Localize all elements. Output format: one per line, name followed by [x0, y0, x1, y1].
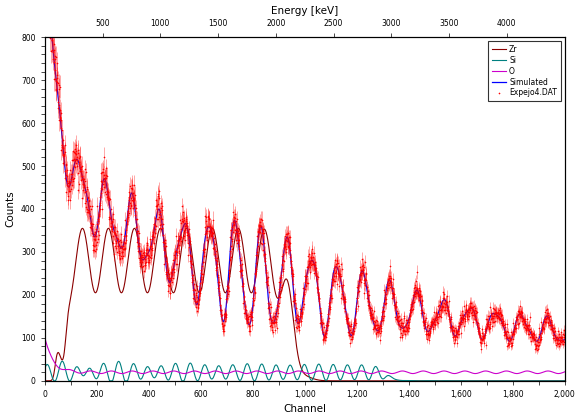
Si — [41, 366, 48, 371]
Simulated — [506, 339, 513, 344]
Simulated — [561, 337, 568, 342]
O — [469, 371, 476, 376]
Line: Simulated: Simulated — [45, 0, 565, 341]
Simulated — [354, 297, 361, 302]
Zr — [41, 378, 48, 383]
Simulated — [234, 234, 241, 239]
Si — [561, 378, 568, 383]
Zr — [131, 226, 138, 231]
Y-axis label: Counts: Counts — [6, 191, 16, 227]
Expejo4.DAT — [469, 319, 476, 324]
Zr — [88, 273, 95, 278]
Simulated — [469, 307, 476, 312]
Zr — [235, 226, 242, 231]
Zr — [53, 354, 60, 360]
Line: Expejo4.DAT: Expejo4.DAT — [44, 0, 566, 352]
Si — [235, 376, 242, 381]
Si — [354, 371, 361, 376]
Zr — [561, 378, 568, 383]
Expejo4.DAT — [235, 228, 242, 234]
O — [561, 369, 568, 374]
Expejo4.DAT — [354, 296, 361, 301]
X-axis label: Channel: Channel — [283, 404, 326, 415]
Expejo4.DAT — [53, 61, 60, 66]
O — [354, 369, 361, 374]
Simulated — [53, 80, 60, 85]
Zr — [69, 282, 76, 287]
Si — [70, 371, 77, 376]
Legend: Zr, Si, O, Simulated, Expejo4.DAT: Zr, Si, O, Simulated, Expejo4.DAT — [489, 41, 561, 101]
Line: Zr: Zr — [45, 228, 565, 381]
Line: Si: Si — [45, 361, 565, 381]
Expejo4.DAT — [561, 337, 568, 342]
Si — [53, 375, 60, 381]
Zr — [354, 378, 361, 383]
Expejo4.DAT — [70, 178, 77, 184]
Line: O: O — [45, 338, 565, 373]
Simulated — [69, 169, 76, 174]
X-axis label: Energy [keV]: Energy [keV] — [271, 5, 338, 16]
O — [41, 335, 48, 340]
O — [53, 363, 60, 368]
Simulated — [88, 219, 95, 224]
Si — [88, 368, 95, 373]
O — [88, 368, 95, 373]
O — [347, 371, 354, 376]
Zr — [469, 378, 476, 383]
Expejo4.DAT — [88, 226, 95, 231]
O — [234, 369, 241, 374]
O — [69, 368, 76, 373]
Expejo4.DAT — [533, 348, 540, 353]
Si — [51, 378, 58, 383]
Si — [59, 359, 66, 364]
Si — [469, 378, 476, 383]
